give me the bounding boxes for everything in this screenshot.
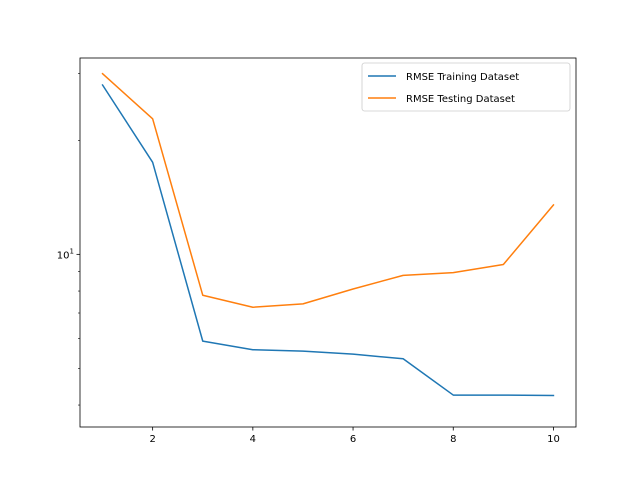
x-tick-label: 6 — [350, 434, 356, 445]
axes-frame — [79, 57, 577, 428]
legend-label-1: RMSE Training Dataset — [406, 72, 519, 83]
x-tick-label: 8 — [450, 434, 456, 445]
y-tick-label: 101 — [57, 247, 74, 261]
series-line-1 — [101, 83, 555, 397]
x-tick-label: 10 — [547, 434, 560, 445]
x-tick-label: 4 — [250, 434, 256, 445]
axes: 2 4 6 8 10 101 — [57, 57, 577, 445]
legend-box — [361, 62, 571, 112]
legend-label-2: RMSE Testing Dataset — [406, 94, 515, 105]
legend: RMSE Training Dataset RMSE Testing Datase… — [361, 62, 571, 112]
plot-area — [101, 72, 555, 397]
x-tick-label: 2 — [149, 434, 155, 445]
series-line-2 — [101, 72, 555, 308]
